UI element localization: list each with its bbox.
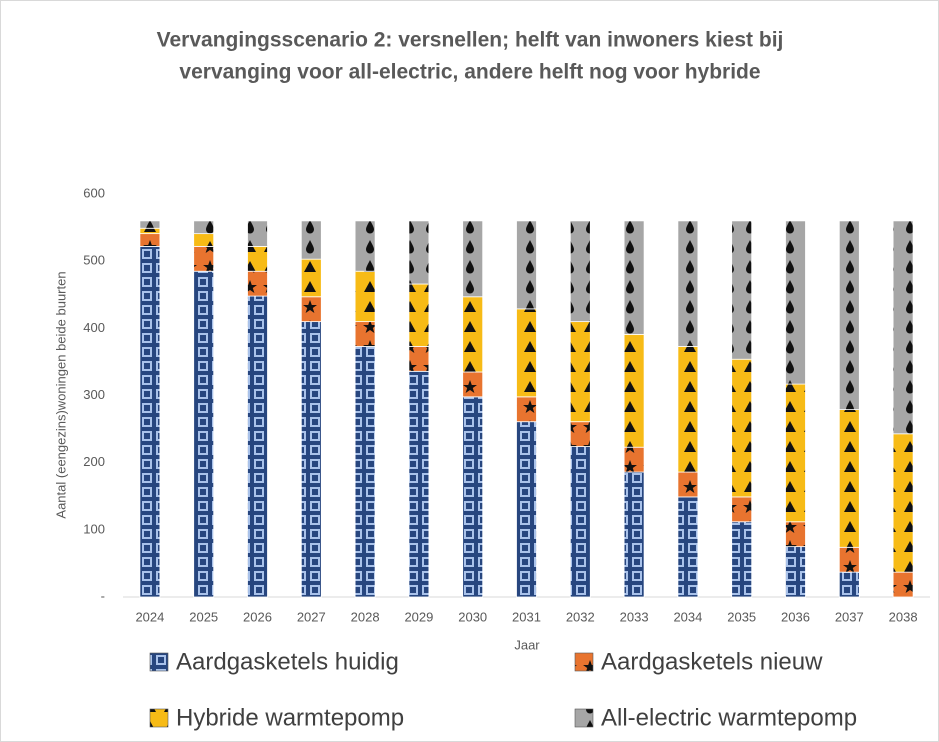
bar-segment xyxy=(354,270,376,323)
bar-segment xyxy=(569,220,591,323)
bar-segment xyxy=(892,433,914,573)
bar-segment xyxy=(731,358,753,498)
bar-segment xyxy=(838,220,860,411)
bar-segment xyxy=(677,220,699,347)
bar-segment xyxy=(300,258,322,298)
bar-segment xyxy=(516,308,537,398)
bar-segment xyxy=(408,220,430,285)
bar-segment xyxy=(677,496,699,598)
bar-segment xyxy=(677,346,699,473)
bar-segment xyxy=(623,446,645,473)
bar-segment xyxy=(569,421,591,447)
chart-title: Vervangingsscenario 2: versnellen; helft… xyxy=(157,29,784,52)
x-tick-label: 2036 xyxy=(781,609,810,624)
bar-segment xyxy=(731,220,753,360)
bar-segment xyxy=(462,396,484,598)
legend-label: Aardgasketels nieuw xyxy=(601,648,823,675)
bar-segment xyxy=(247,220,268,247)
y-tick-label: 600 xyxy=(83,185,105,200)
x-tick-label: 2024 xyxy=(135,609,164,624)
bar-segment xyxy=(516,220,537,310)
bar-segment xyxy=(462,220,484,298)
bar-segment xyxy=(462,296,484,373)
y-tick-label: - xyxy=(101,588,105,603)
y-axis-title: Aantal (eengezins)woningen beide buurten xyxy=(53,271,68,518)
x-tick-label: 2035 xyxy=(727,609,756,624)
bar-segment xyxy=(408,283,430,347)
bar-segment xyxy=(892,571,914,598)
bar-segment xyxy=(785,383,806,523)
bar-segment xyxy=(516,396,537,423)
legend-swatch xyxy=(574,652,594,672)
bar-segment xyxy=(569,446,591,598)
bar-segment xyxy=(462,371,484,398)
y-tick-label: 400 xyxy=(83,320,105,335)
bar-segment xyxy=(193,270,215,598)
bar-segment xyxy=(838,546,860,573)
chart-title: vervanging voor all-electric, andere hel… xyxy=(179,61,760,84)
bar-segment xyxy=(731,496,753,523)
bar-segment xyxy=(408,370,430,598)
x-tick-label: 2025 xyxy=(189,609,218,624)
bar-segment xyxy=(408,346,430,372)
bar-segment xyxy=(785,546,806,598)
bar-segment xyxy=(300,220,322,260)
bar-segment xyxy=(193,220,215,235)
bar-segment xyxy=(731,521,753,598)
x-tick-label: 2027 xyxy=(297,609,326,624)
bar-segment xyxy=(838,409,860,548)
x-tick-label: 2038 xyxy=(889,609,918,624)
bar-segment xyxy=(247,245,268,272)
x-tick-label: 2026 xyxy=(243,609,272,624)
x-tick-label: 2033 xyxy=(620,609,649,624)
bar-segment xyxy=(247,295,268,598)
bar-segment xyxy=(139,245,161,598)
legend-label: Hybride warmtepomp xyxy=(176,704,404,731)
x-tick-label: 2028 xyxy=(351,609,380,624)
bar-segment xyxy=(139,220,161,229)
x-tick-label: 2034 xyxy=(673,609,702,624)
bar-segment xyxy=(892,220,914,435)
bar-segment xyxy=(354,346,376,598)
bar-segment xyxy=(193,245,215,272)
legend-swatch xyxy=(574,708,594,728)
y-tick-label: 500 xyxy=(83,253,105,268)
y-tick-label: 300 xyxy=(83,387,105,402)
bar-segment xyxy=(193,233,215,247)
legend-swatch xyxy=(149,708,169,728)
bar-segment xyxy=(247,270,268,297)
legend-swatch xyxy=(149,652,169,672)
legend-label: Aardgasketels huidig xyxy=(176,648,399,675)
bar-segment xyxy=(139,227,161,235)
legend-label: All-electric warmtepomp xyxy=(601,704,857,731)
bar-segment xyxy=(785,220,806,385)
x-tick-label: 2031 xyxy=(512,609,541,624)
x-tick-label: 2037 xyxy=(835,609,864,624)
bar-segment xyxy=(838,571,860,598)
x-axis-title: Jaar xyxy=(514,637,540,652)
bar-segment xyxy=(623,333,645,448)
bar-segment xyxy=(569,321,591,423)
bar-segment xyxy=(139,233,161,247)
bar-segment xyxy=(354,220,376,272)
bar-segment xyxy=(623,471,645,598)
x-tick-label: 2029 xyxy=(404,609,433,624)
bar-segment xyxy=(354,321,376,347)
bar-segment xyxy=(785,521,806,548)
bar-segment xyxy=(516,421,537,598)
bar-segment xyxy=(300,296,322,323)
bar-segment xyxy=(623,220,645,335)
y-tick-label: 100 xyxy=(83,521,105,536)
x-tick-label: 2030 xyxy=(458,609,487,624)
y-tick-label: 200 xyxy=(83,454,105,469)
x-tick-label: 2032 xyxy=(566,609,595,624)
bar-segment xyxy=(677,471,699,498)
bar-segment xyxy=(300,321,322,598)
